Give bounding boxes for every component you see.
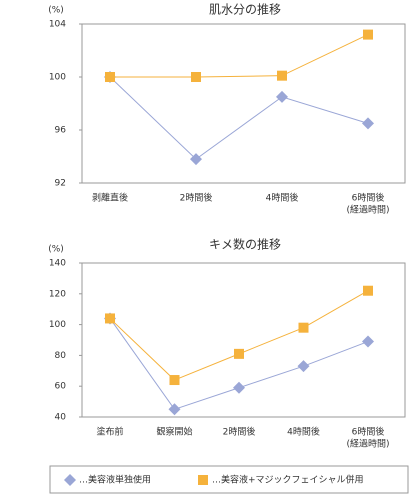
y-tick-label: 140 [49, 259, 66, 269]
x-tick-label: 6時間後 [352, 426, 385, 438]
x-note: (経過時間) [346, 204, 389, 216]
series-line [109, 318, 369, 410]
marker [105, 313, 115, 324]
legend-label: …美容液+マジックフェイシャル併用 [212, 474, 364, 486]
marker [297, 360, 310, 373]
x-tick-label: 観察開始 [156, 426, 192, 438]
marker [64, 474, 76, 486]
y-tick-label: 80 [55, 351, 67, 361]
marker [190, 153, 202, 166]
marker [233, 381, 245, 394]
x-note: (経過時間) [346, 438, 389, 450]
marker [191, 72, 201, 82]
marker [363, 29, 373, 40]
y-tick-label: 60 [55, 382, 67, 392]
y-unit: (%) [48, 6, 64, 16]
legend-box [49, 465, 409, 494]
chart-title: 肌水分の推移 [209, 3, 281, 17]
marker [169, 375, 180, 386]
plot-area [81, 23, 406, 184]
marker [277, 70, 287, 81]
series-line [110, 34, 369, 78]
y-tick-label: 104 [49, 20, 66, 30]
marker [362, 117, 374, 130]
marker [276, 90, 288, 103]
series-line [109, 290, 369, 381]
x-tick-label: 4時間後 [287, 426, 320, 438]
marker [105, 72, 115, 82]
x-tick-label: 4時間後 [266, 192, 299, 204]
marker [298, 322, 309, 333]
plot-area [81, 262, 406, 418]
y-tick-label: 92 [55, 179, 66, 189]
x-tick-label: 2時間後 [223, 426, 256, 438]
y-tick-label: 100 [49, 73, 66, 83]
legend-label: …美容液単独使用 [79, 474, 151, 486]
x-tick-label: 剥離直後 [92, 192, 128, 204]
x-tick-label: 6時間後 [352, 192, 385, 204]
chart-title: キメ数の推移 [209, 237, 281, 252]
marker [168, 403, 181, 416]
marker [362, 335, 374, 348]
series-line [109, 76, 369, 160]
marker [234, 348, 244, 359]
y-tick-label: 100 [49, 320, 66, 330]
x-tick-label: 塗布前 [96, 426, 123, 438]
y-tick-label: 120 [49, 289, 66, 299]
marker [363, 285, 373, 296]
x-tick-label: 2時間後 [180, 192, 213, 204]
y-unit: (%) [48, 245, 64, 255]
y-tick-label: 40 [55, 413, 67, 423]
marker [198, 475, 208, 485]
y-tick-label: 96 [55, 126, 67, 136]
